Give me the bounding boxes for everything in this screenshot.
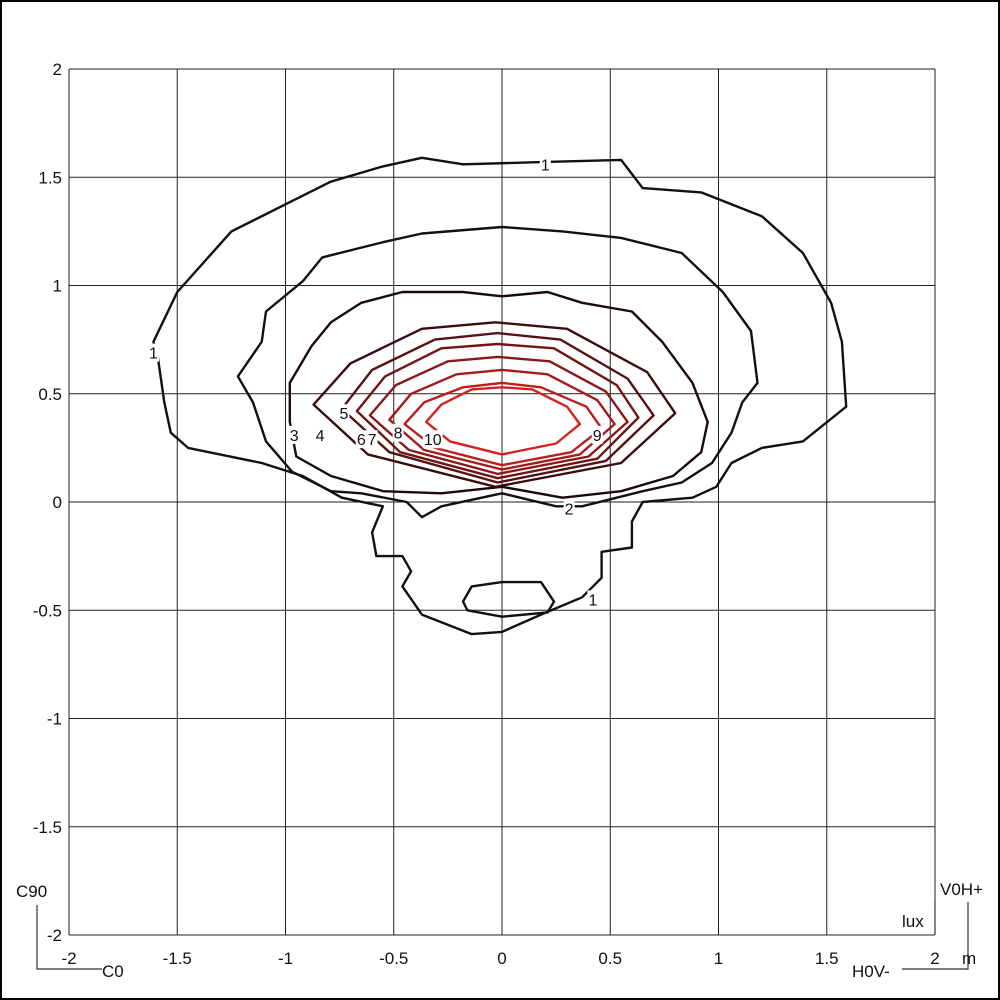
y-tick-label: -1	[47, 710, 62, 729]
axis-unit-label: m	[962, 949, 976, 968]
contour-line-4	[312, 321, 677, 488]
contour-line-2	[236, 225, 759, 519]
contour-label-6: 6	[357, 432, 366, 449]
c90-label: C90	[16, 882, 47, 901]
y-tick-label: 2	[53, 60, 62, 79]
y-tick-label: 0	[53, 493, 62, 512]
contour-label-bg	[587, 590, 599, 609]
y-tick-label: 1.5	[38, 168, 62, 187]
contour-line-3	[288, 290, 709, 499]
x-tick-label: 1	[714, 949, 723, 968]
contour-hole-1	[461, 580, 556, 618]
contour-line-10	[425, 386, 582, 456]
y-tick-label: 0.5	[38, 385, 62, 404]
contour-label-bg	[591, 425, 603, 444]
y-tick-label: -1.5	[33, 818, 62, 837]
contour-label-bg	[563, 499, 575, 518]
x-tick-label: -2	[61, 949, 76, 968]
contour-label-9: 9	[593, 428, 602, 445]
grid	[68, 68, 936, 936]
c-axis-indicator	[36, 905, 102, 970]
vh-axis-indicator	[902, 902, 969, 970]
contour-label-bg	[422, 430, 443, 449]
contour-line-6	[355, 342, 640, 480]
y-tick-label: 1	[53, 277, 62, 296]
contours: 1 1 1 2 3 456 7 8 9 10	[147, 155, 848, 636]
contour-label-7: 7	[368, 432, 377, 449]
contour-label-bg	[314, 425, 326, 444]
contour-label-8: 8	[394, 426, 403, 443]
contour-line-1	[152, 156, 848, 636]
contour-label-1: 1	[588, 592, 597, 609]
contour-line-8	[388, 368, 616, 471]
contour-label-bg	[392, 423, 404, 442]
y-tick-label: -0.5	[33, 601, 62, 620]
contour-label-bg	[366, 430, 378, 449]
x-tick-label: 2	[930, 949, 939, 968]
contour-label-4: 4	[316, 428, 325, 445]
contour-label-5: 5	[340, 406, 349, 423]
contour-label-2: 2	[565, 501, 574, 518]
tick-labels: -2 -1.5 -1 -0.5 0 0.5 1 1.5 2 2 1.5 1 0.5 0 -0.5 -1 -1.5…	[33, 60, 940, 968]
unit-lux-label: lux	[902, 912, 924, 931]
contour-line-9	[403, 381, 603, 467]
x-tick-label: 0.5	[598, 949, 622, 968]
contour-label-1: 1	[541, 157, 550, 174]
contour-label-bg	[147, 343, 159, 362]
contour-label-bg	[288, 425, 300, 444]
contour-label-3: 3	[290, 428, 299, 445]
x-tick-label: -1.5	[163, 949, 192, 968]
contour-label-bg	[338, 404, 350, 423]
contour-label-bg	[355, 430, 367, 449]
h0v-minus-label: H0V-	[852, 962, 890, 981]
contour-line-5	[340, 331, 655, 484]
x-tick-label: -1	[278, 949, 293, 968]
contour-line-7	[368, 355, 629, 476]
x-tick-label: -0.5	[379, 949, 408, 968]
corner-annotations: C90 C0 V0H+ H0V- lux m	[16, 880, 983, 981]
contour-label-1: 1	[149, 346, 158, 363]
v0h-plus-label: V0H+	[940, 880, 983, 899]
x-tick-label: 0	[497, 949, 506, 968]
c0-label: C0	[102, 962, 124, 981]
y-tick-label: -2	[47, 926, 62, 945]
x-tick-label: 1.5	[815, 949, 839, 968]
contour-label-bg	[539, 155, 551, 174]
contour-label-10: 10	[424, 432, 442, 449]
